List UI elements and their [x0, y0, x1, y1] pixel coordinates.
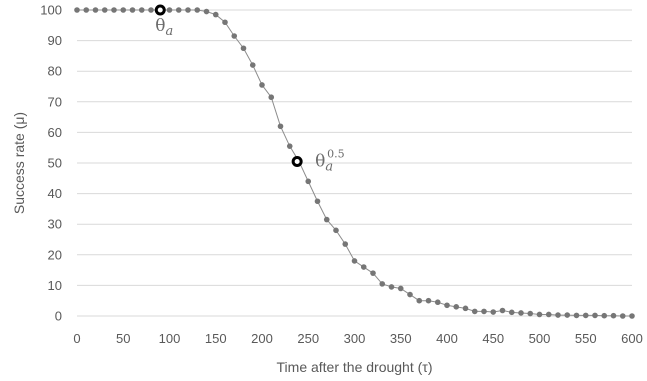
data-point: [434, 299, 441, 306]
y-tick-label: 60: [48, 125, 62, 140]
data-point: [249, 62, 256, 68]
x-tick-label: 350: [390, 331, 412, 346]
data-point: [564, 312, 571, 318]
data-point: [148, 7, 154, 13]
data-point: [370, 270, 376, 276]
y-tick-labels: 0 10 20 30 40 50 60 70 80 90 100: [40, 3, 62, 324]
data-point: [203, 8, 210, 15]
data-point: [185, 7, 191, 13]
x-axis-label: Time after the drought (τ): [277, 359, 433, 375]
x-tick-label: 250: [297, 331, 319, 346]
data-point: [416, 297, 423, 304]
y-tick-label: 0: [55, 309, 62, 324]
data-points: [74, 7, 635, 319]
highlight-point: [291, 155, 303, 167]
x-tick-label: 50: [116, 331, 130, 346]
data-point: [240, 45, 247, 52]
data-point: [314, 198, 321, 205]
data-point: [194, 7, 201, 13]
data-point: [231, 33, 238, 39]
data-point: [388, 284, 395, 290]
x-tick-label: 450: [482, 331, 504, 346]
data-point: [268, 94, 275, 101]
x-tick-label: 300: [344, 331, 366, 346]
x-tick-labels: 0 50 100 150 200 250 300 350 400 450 500 550 600: [73, 331, 642, 346]
data-point: [545, 311, 552, 318]
data-point: [120, 7, 127, 13]
x-tick-label: 550: [575, 331, 597, 346]
data-point: [481, 308, 487, 315]
data-point: [601, 312, 608, 319]
data-point: [351, 258, 358, 264]
data-point: [342, 241, 349, 247]
data-point: [212, 11, 219, 18]
data-point: [518, 310, 524, 316]
data-point: [425, 297, 432, 304]
highlight-point: [154, 4, 166, 16]
x-tick-label: 200: [251, 331, 273, 346]
y-tick-label: 10: [48, 278, 62, 293]
data-point: [536, 311, 543, 318]
data-point: [619, 313, 626, 319]
data-point: [490, 309, 497, 315]
y-tick-label: 70: [48, 94, 62, 109]
data-point: [592, 312, 598, 319]
theta-a-half-annotation: θa0.5: [315, 147, 345, 174]
data-point: [397, 285, 404, 292]
data-point: [453, 304, 460, 310]
y-tick-label: 30: [48, 217, 62, 232]
x-tick-label: 150: [205, 331, 227, 346]
data-point: [508, 309, 515, 316]
data-point: [222, 19, 228, 26]
data-point: [407, 291, 413, 298]
x-tick-label: 500: [529, 331, 551, 346]
data-point: [444, 302, 450, 309]
data-point: [527, 310, 534, 317]
y-tick-label: 100: [40, 3, 62, 18]
y-tick-label: 80: [48, 64, 62, 79]
data-point: [462, 305, 469, 312]
data-point: [573, 312, 580, 319]
x-tick-label: 400: [436, 331, 458, 346]
data-point: [259, 82, 265, 88]
data-point: [92, 7, 99, 13]
theta-a-annotation: θa: [155, 16, 173, 39]
data-point: [555, 312, 561, 318]
data-point: [499, 307, 506, 314]
y-tick-label: 20: [48, 247, 62, 262]
data-point: [360, 264, 367, 270]
data-point: [286, 143, 293, 149]
data-point: [129, 7, 136, 13]
data-point: [74, 7, 80, 13]
y-tick-label: 90: [48, 33, 62, 48]
data-point: [582, 312, 589, 319]
y-tick-label: 40: [48, 186, 62, 201]
y-tick-label: 50: [48, 156, 62, 171]
data-point: [175, 7, 182, 13]
data-point: [379, 281, 386, 287]
x-tick-label: 100: [159, 331, 181, 346]
data-point: [333, 227, 339, 234]
gridlines: [77, 9, 632, 317]
x-tick-label: 0: [73, 331, 80, 346]
data-point: [166, 7, 173, 13]
data-point: [138, 7, 145, 13]
data-point: [277, 123, 284, 130]
data-point: [83, 7, 90, 13]
highlight-markers: [154, 4, 303, 167]
data-point: [610, 312, 617, 319]
data-point: [471, 308, 478, 315]
x-tick-label: 600: [621, 331, 643, 346]
data-point: [111, 7, 117, 13]
data-point: [323, 216, 330, 223]
data-point: [101, 7, 108, 13]
y-axis-label: Success rate (μ): [11, 112, 27, 214]
data-point: [305, 178, 312, 185]
data-point: [629, 313, 635, 319]
